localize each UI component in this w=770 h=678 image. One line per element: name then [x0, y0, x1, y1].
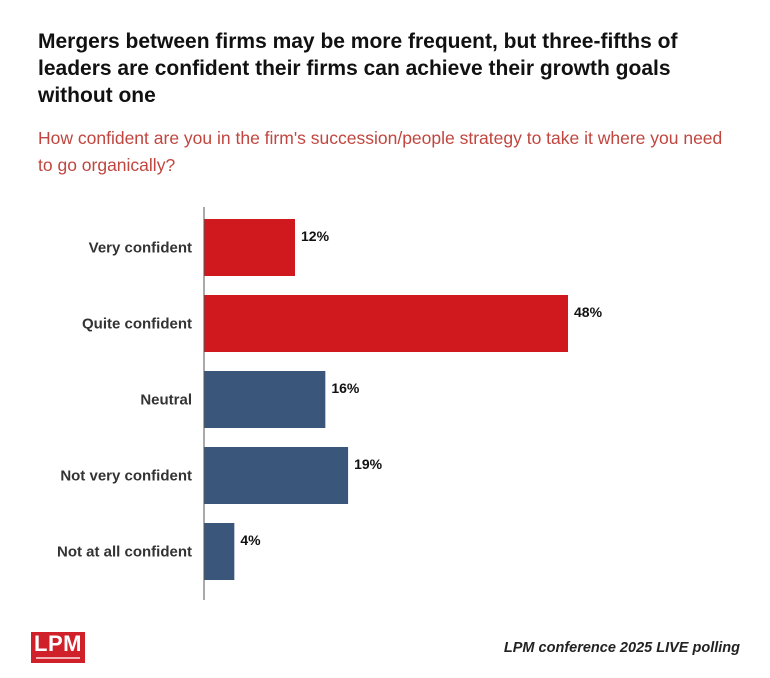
logo-underline [36, 657, 80, 659]
chart-subtitle: How confident are you in the firm's succ… [38, 128, 723, 175]
value-label: 4% [240, 532, 261, 548]
bars-group: Very confident 12% Quite confident 48% Neutr… [57, 219, 603, 580]
chart-title: Mergers between firms may be more freque… [38, 30, 678, 107]
bar-very-confident [204, 219, 295, 276]
category-label: Quite confident [82, 316, 192, 333]
bar-not-very-confident [204, 447, 349, 504]
lpm-logo: LPM [31, 632, 85, 663]
bar-neutral [204, 371, 326, 428]
category-label: Not very confident [60, 468, 192, 485]
category-label: Neutral [140, 392, 192, 409]
value-label: 16% [331, 380, 360, 396]
value-label: 19% [354, 456, 383, 472]
category-label: Very confident [89, 240, 192, 257]
bar-not-at-all-confident [204, 523, 235, 580]
source-note: LPM conference 2025 LIVE polling [503, 640, 740, 656]
category-label: Not at all confident [57, 544, 192, 561]
value-label: 48% [574, 304, 603, 320]
bar-quite-confident [204, 295, 568, 352]
bar-chart: Very confident 12% Quite confident 48% Neutr… [57, 207, 603, 600]
logo-text: LPM [34, 631, 82, 656]
value-label: 12% [301, 228, 330, 244]
